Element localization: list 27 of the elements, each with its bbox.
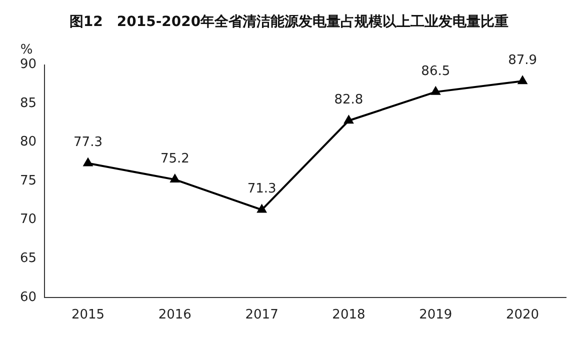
data-label: 86.5	[421, 64, 450, 79]
x-tick-label: 2015	[71, 308, 105, 323]
point	[170, 174, 180, 183]
y-axis-title: %	[20, 42, 33, 58]
point	[84, 158, 92, 166]
point	[518, 76, 528, 84]
x-tick-label: 2020	[506, 308, 540, 323]
x-tick-label: 2018	[332, 308, 366, 323]
y-tick-label: 75	[20, 173, 37, 188]
point	[257, 204, 266, 213]
y-tick-label: 65	[20, 251, 37, 266]
y-tick-label: 80	[20, 134, 37, 150]
data-label: 71.3	[247, 182, 276, 197]
x-tick-label: 2019	[419, 308, 452, 323]
x-tick-label: 2017	[245, 308, 278, 323]
y-tick-label: 90	[20, 57, 37, 72]
x-tick-label: 2016	[158, 308, 192, 323]
point	[431, 86, 440, 95]
chart-title: 图12 2015-2020年全省清洁能源发电量占规模以上工业发电量比重	[69, 14, 509, 30]
point	[344, 116, 354, 124]
y-tick-label: 70	[20, 212, 37, 228]
y-tick-label: 85	[20, 96, 37, 111]
y-tick-label: 60	[20, 290, 37, 305]
data-label: 75.2	[160, 151, 190, 166]
data-label: 77.3	[74, 135, 102, 150]
data-label: 82.8	[334, 92, 364, 108]
data-label: 87.9	[508, 52, 538, 68]
